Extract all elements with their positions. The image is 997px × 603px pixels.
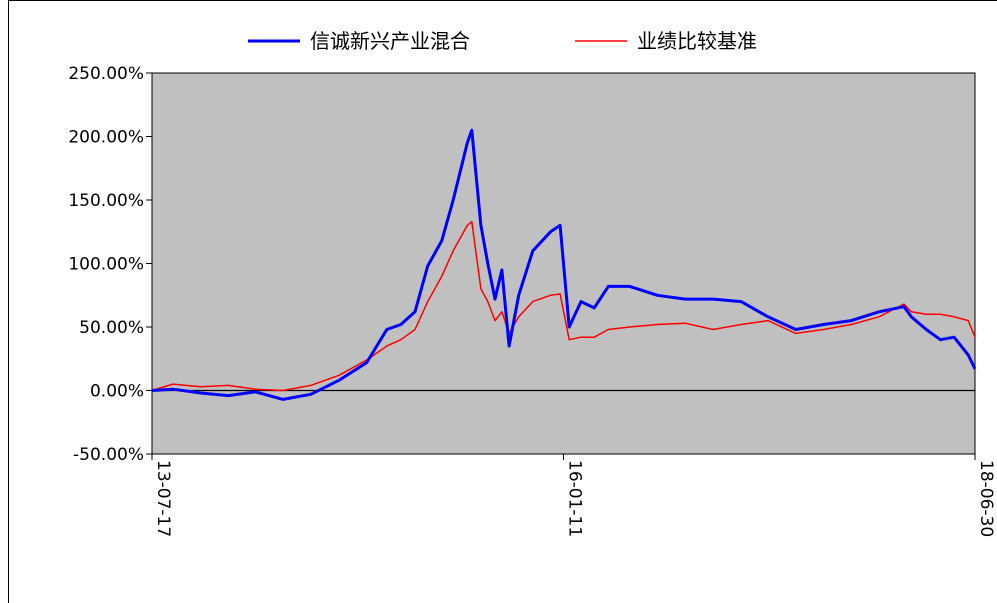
y-tick-label: 250.00% — [68, 64, 144, 84]
y-tick-label: 200.00% — [68, 128, 144, 148]
legend-label: 业绩比较基准 — [637, 29, 757, 53]
y-tick-label: 50.00% — [79, 318, 144, 338]
x-tick-label: 18-06-30 — [976, 460, 996, 537]
series-line-benchmark — [151, 220, 976, 392]
series-line-fund — [151, 128, 977, 401]
y-axis: 250.00% 200.00% 150.00% 100.00% 50.00% 0.00% -… — [68, 64, 152, 465]
x-tick-label: 16-01-11 — [565, 460, 585, 537]
x-tick-label: 13-07-17 — [153, 460, 173, 537]
legend: 信诚新兴产业混合 业绩比较基准 — [248, 29, 757, 53]
y-tick-label: -50.00% — [73, 445, 144, 465]
series-layer — [151, 128, 977, 401]
legend-label: 信诚新兴产业混合 — [310, 29, 470, 53]
y-tick-label: 100.00% — [68, 255, 144, 275]
y-tick-label: 150.00% — [68, 191, 144, 211]
legend-item-fund: 信诚新兴产业混合 — [248, 29, 470, 53]
y-tick-label: 0.00% — [90, 382, 144, 402]
x-axis: 13-07-17 16-01-11 18-06-30 — [151, 454, 996, 537]
legend-item-benchmark: 业绩比较基准 — [575, 29, 757, 53]
chart-frame — [8, 0, 997, 603]
